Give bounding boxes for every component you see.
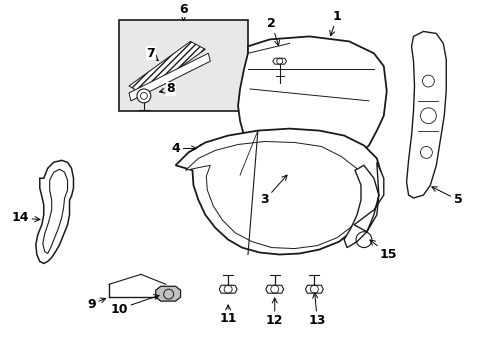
- Polygon shape: [238, 36, 386, 175]
- Text: 12: 12: [265, 298, 283, 328]
- Text: 14: 14: [11, 211, 40, 224]
- Text: 9: 9: [87, 298, 105, 311]
- Polygon shape: [175, 129, 381, 255]
- Polygon shape: [156, 286, 180, 301]
- Polygon shape: [254, 136, 314, 178]
- Circle shape: [137, 89, 150, 103]
- Circle shape: [140, 93, 147, 99]
- Text: 10: 10: [110, 295, 159, 316]
- Polygon shape: [406, 31, 446, 198]
- Polygon shape: [344, 162, 383, 248]
- Polygon shape: [199, 144, 211, 152]
- Text: 11: 11: [219, 305, 236, 325]
- Text: 5: 5: [431, 187, 462, 207]
- Text: 8: 8: [159, 82, 175, 95]
- Polygon shape: [185, 141, 368, 248]
- Text: 2: 2: [267, 17, 279, 46]
- Polygon shape: [36, 160, 73, 264]
- Polygon shape: [265, 285, 283, 293]
- Text: 4: 4: [171, 142, 196, 155]
- Text: 13: 13: [308, 293, 325, 328]
- Polygon shape: [219, 285, 237, 293]
- Polygon shape: [272, 58, 286, 64]
- Text: 6: 6: [179, 3, 187, 21]
- Text: 1: 1: [329, 10, 341, 36]
- Text: 7: 7: [146, 47, 158, 60]
- Polygon shape: [42, 169, 67, 253]
- FancyBboxPatch shape: [119, 19, 247, 111]
- Text: 3: 3: [260, 175, 286, 207]
- Polygon shape: [129, 41, 205, 94]
- Polygon shape: [305, 285, 323, 293]
- Polygon shape: [129, 53, 210, 101]
- Text: 15: 15: [369, 240, 397, 261]
